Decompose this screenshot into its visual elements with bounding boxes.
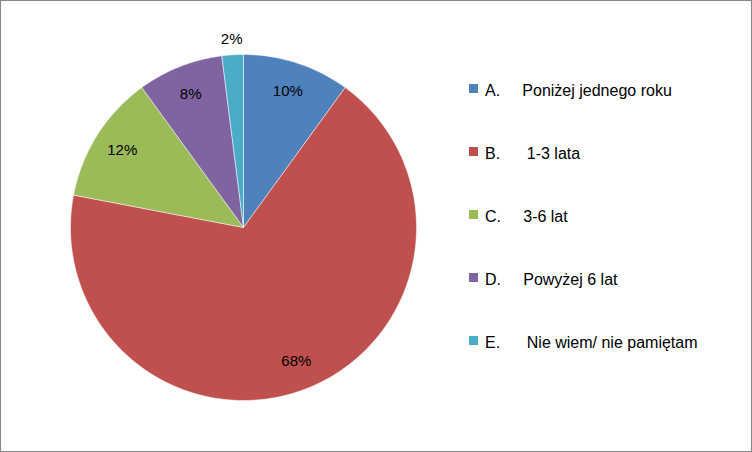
svg-text:12%: 12%	[107, 141, 137, 158]
html-text:A. Poniżej jednego roku: A. Poniżej jednego roku	[485, 82, 672, 99]
html-text:D. Powyżej 6 lat: D. Powyżej 6 lat	[485, 271, 618, 288]
html-text:E. Nie wiem/ nie pamiętam: E. Nie wiem/ nie pamiętam	[485, 334, 698, 351]
svg-text:68%: 68%	[281, 352, 311, 369]
html-text:B. 1-3 lata: B. 1-3 lata	[485, 145, 581, 162]
svg-text:8%: 8%	[180, 85, 202, 102]
svg-text:2%: 2%	[221, 30, 243, 47]
svg-text:10%: 10%	[273, 82, 303, 99]
html-text:C. 3-6 lat: C. 3-6 lat	[485, 208, 568, 225]
